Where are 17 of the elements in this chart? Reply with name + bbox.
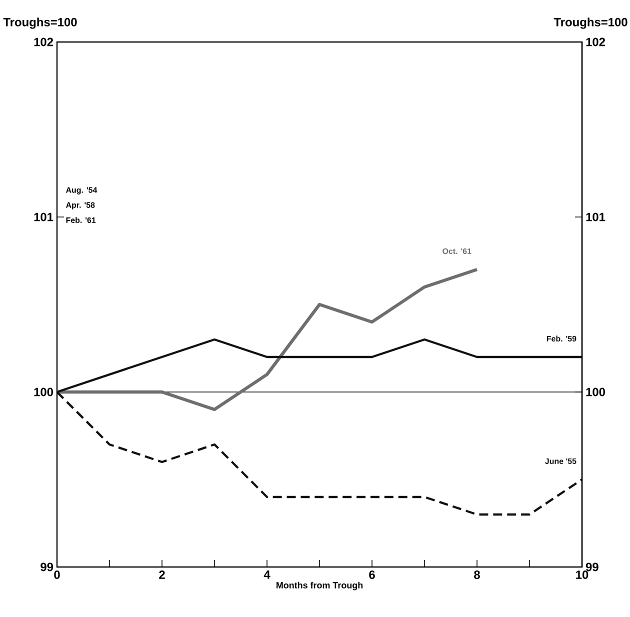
y-tick-label: 102 — [34, 38, 54, 46]
y-tick-label: 99 — [40, 562, 54, 572]
x-tick-label: 8 — [474, 570, 480, 579]
y2-axis-title: Troughs=100 — [554, 18, 628, 29]
x-axis-title: Months from Trough — [276, 582, 363, 590]
x-tick-label: 6 — [369, 570, 375, 579]
x-tick-label: 2 — [159, 570, 165, 579]
y2-tick-label: 101 — [586, 212, 606, 222]
x-tick-label: 4 — [264, 570, 270, 579]
x-tick-label: 10 — [576, 570, 588, 579]
y-axis-title: Troughs=100 — [3, 18, 77, 29]
y2-tick-label: 102 — [586, 38, 605, 46]
y-tick-label: 100 — [34, 388, 53, 396]
x-tick-label: 0 — [54, 570, 60, 579]
y-tick-label: 101 — [34, 212, 54, 222]
y2-tick-label: 99 — [586, 562, 598, 572]
y2-tick-label: 100 — [586, 388, 605, 396]
